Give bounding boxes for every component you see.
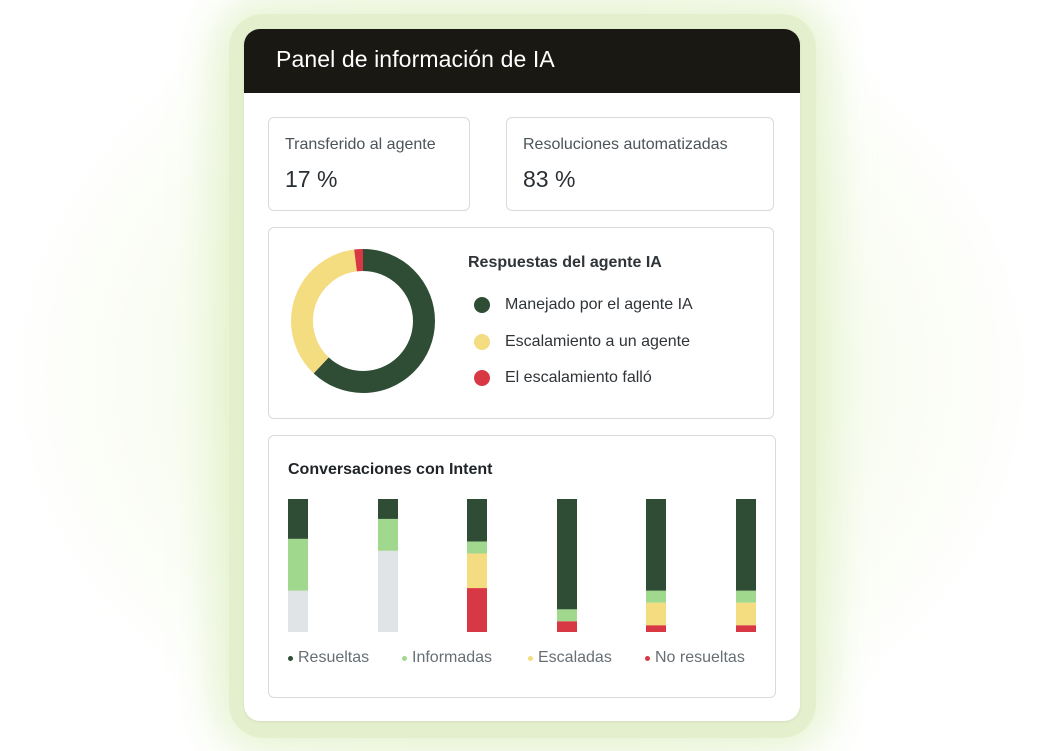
panel-header: Panel de información de IA — [244, 29, 800, 93]
bar-segment-informed — [288, 539, 308, 591]
kpi-label-transferred: Transferido al agente — [285, 136, 436, 154]
kpi-label-automated: Resoluciones automatizadas — [523, 136, 728, 154]
conversations-bar-chart — [269, 436, 774, 636]
bar-segment-unresolved — [736, 625, 756, 632]
bar-legend-dot-resolved — [288, 656, 293, 661]
responses-donut-chart — [289, 247, 437, 395]
bar-segment-escalated — [467, 554, 487, 589]
bar-segment-informed — [378, 519, 398, 551]
bar-segment-background — [288, 591, 308, 632]
responses-title: Respuestas del agente IA — [468, 254, 662, 272]
bar-legend-label-unresolved: No resueltas — [655, 649, 745, 667]
legend-label-failed: El escalamiento falló — [505, 369, 652, 387]
legend-item-failed: El escalamiento falló — [474, 368, 652, 388]
bar-segment-resolved — [378, 499, 398, 519]
bar-segment-resolved — [646, 499, 666, 591]
bar-segment-unresolved — [646, 625, 666, 632]
kpi-card-automated: Resoluciones automatizadas 83 % — [506, 117, 774, 211]
bar-segment-informed — [736, 591, 756, 603]
bar-legend-escalated: Escaladas — [528, 649, 612, 667]
legend-item-escalated: Escalamiento a un agente — [474, 332, 690, 352]
panel-title: Panel de información de IA — [276, 46, 555, 73]
bar-segment-informed — [467, 542, 487, 554]
bar-legend-unresolved: No resueltas — [645, 649, 745, 667]
bar-segment-informed — [557, 609, 577, 621]
conversations-card: Conversaciones con Intent Resueltas Info… — [268, 435, 776, 698]
bar-legend-resolved: Resueltas — [288, 649, 369, 667]
legend-label-escalated: Escalamiento a un agente — [505, 333, 690, 351]
responses-card: Respuestas del agente IA Manejado por el… — [268, 227, 774, 419]
bar-legend-dot-unresolved — [645, 656, 650, 661]
legend-dot-escalated — [474, 334, 490, 350]
bar-segment-escalated — [646, 603, 666, 626]
bar-segment-unresolved — [467, 588, 487, 632]
ai-dashboard-panel: Panel de información de IA Transferido a… — [244, 29, 800, 721]
legend-item-handled: Manejado por el agente IA — [474, 295, 693, 315]
bar-segment-escalated — [736, 603, 756, 626]
bar-legend-dot-informed — [402, 656, 407, 661]
bar-segment-resolved — [557, 499, 577, 609]
bar-segment-informed — [646, 591, 666, 603]
bar-legend-label-resolved: Resueltas — [298, 649, 369, 667]
bar-legend-dot-escalated — [528, 656, 533, 661]
bar-segment-resolved — [736, 499, 756, 591]
bar-segment-resolved — [467, 499, 487, 542]
legend-dot-handled — [474, 297, 490, 313]
legend-label-handled: Manejado por el agente IA — [505, 296, 693, 314]
bar-legend-label-informed: Informadas — [412, 649, 492, 667]
kpi-card-transferred: Transferido al agente 17 % — [268, 117, 470, 211]
bar-segment-background — [378, 551, 398, 632]
kpi-value-automated: 83 % — [523, 166, 575, 193]
bar-segment-unresolved — [557, 621, 577, 632]
bar-legend-informed: Informadas — [402, 649, 492, 667]
bar-segment-resolved — [288, 499, 308, 539]
kpi-value-transferred: 17 % — [285, 166, 337, 193]
bar-legend-label-escalated: Escaladas — [538, 649, 612, 667]
legend-dot-failed — [474, 370, 490, 386]
